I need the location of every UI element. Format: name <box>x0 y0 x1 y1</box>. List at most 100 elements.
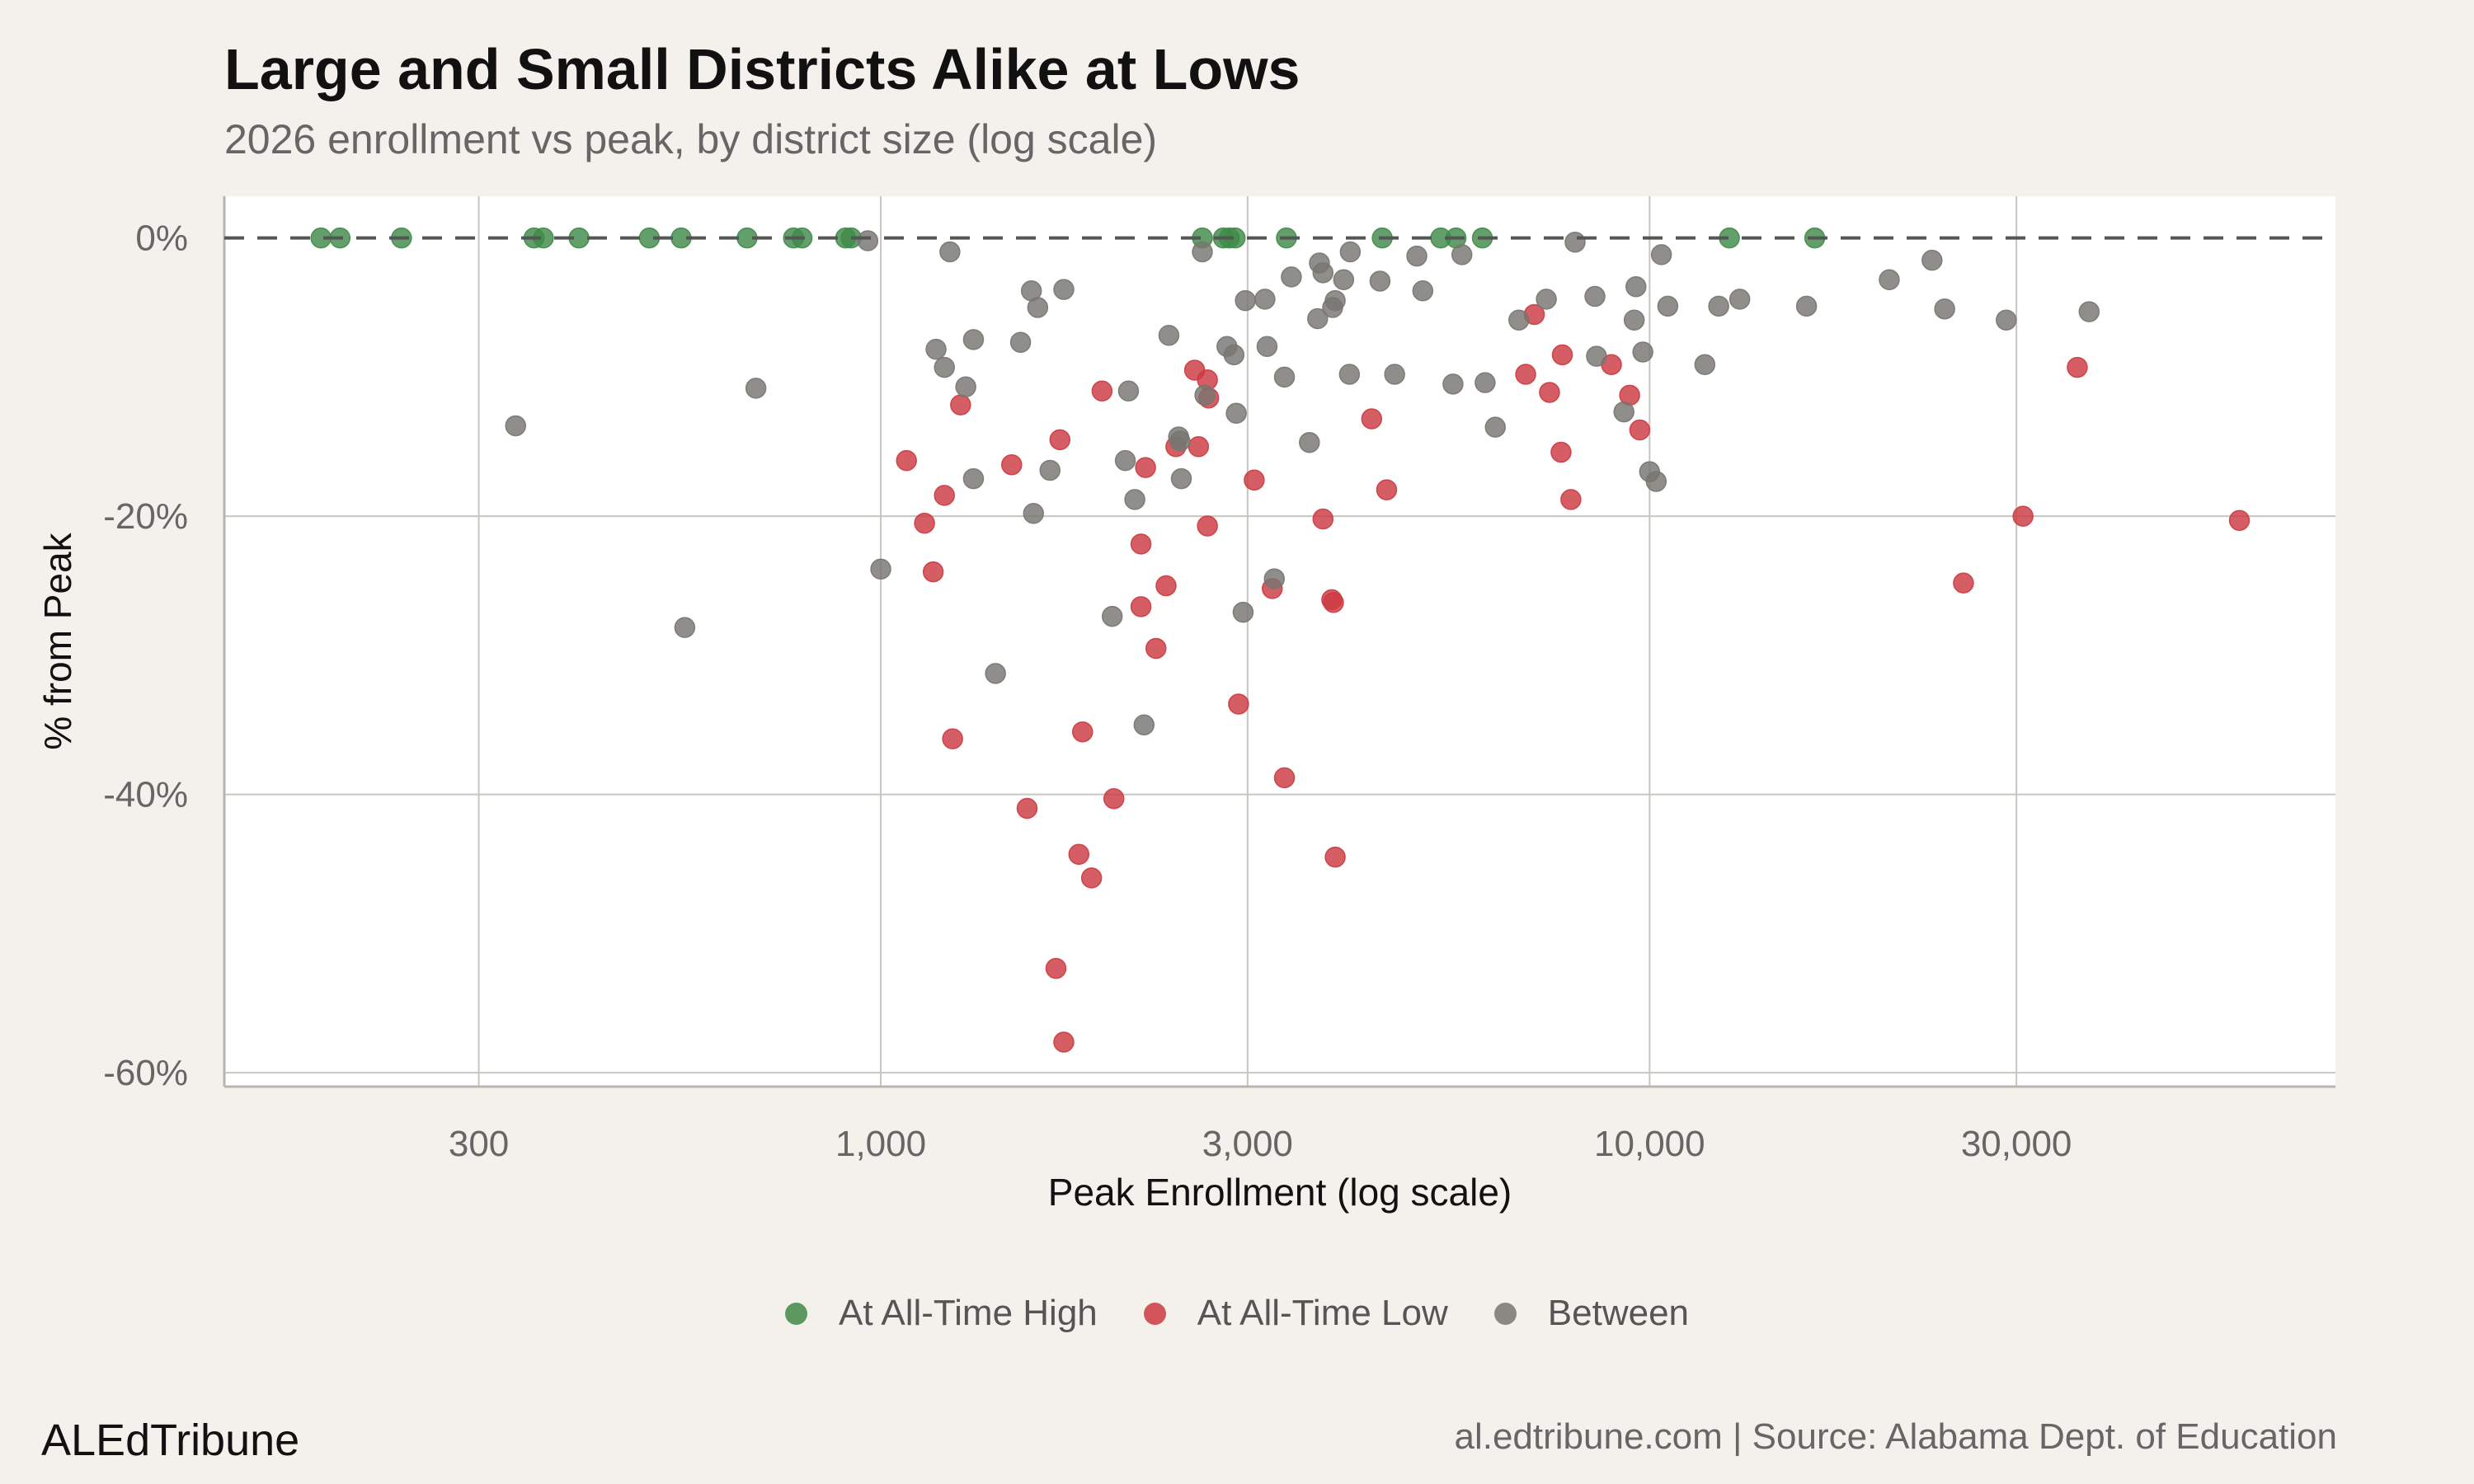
data-point <box>962 467 985 490</box>
data-point <box>1130 533 1152 555</box>
data-point <box>1124 489 1145 510</box>
data-point <box>1170 467 1192 490</box>
data-point <box>1550 441 1572 463</box>
data-point <box>1091 380 1113 402</box>
data-point <box>2012 505 2034 527</box>
data-point <box>1560 489 1582 510</box>
legend-item: Between <box>1493 1293 1690 1334</box>
x-tick-label: 30,000 <box>1961 1124 2072 1164</box>
data-point <box>1324 846 1346 868</box>
data-point <box>1515 364 1536 385</box>
data-point <box>1133 714 1155 735</box>
data-point <box>1333 269 1355 290</box>
legend-label: Between <box>1547 1293 1690 1333</box>
data-point <box>1244 469 1265 491</box>
data-point <box>950 394 971 416</box>
data-point <box>1053 279 1075 300</box>
data-point <box>1235 289 1256 312</box>
data-point <box>1263 568 1286 589</box>
data-point <box>1281 266 1302 288</box>
data-point <box>1254 289 1276 310</box>
data-point <box>1049 429 1071 451</box>
data-point <box>1645 471 1667 492</box>
data-point <box>922 561 944 583</box>
data-point <box>1053 1031 1075 1053</box>
data-point <box>1694 354 1716 375</box>
data-point <box>1045 957 1067 979</box>
y-tick-label: 0% <box>135 218 188 259</box>
data-point <box>1412 280 1434 302</box>
data-point <box>1586 345 1607 367</box>
data-point <box>1009 331 1032 353</box>
data-point <box>1451 244 1473 265</box>
plot-panel <box>224 196 2335 1087</box>
data-point <box>1273 366 1296 388</box>
data-point <box>962 329 985 350</box>
data-point <box>2067 356 2088 378</box>
legend-item: At All-Time Low <box>1143 1293 1448 1334</box>
legend-swatch <box>1143 1302 1166 1325</box>
y-tick-label: -40% <box>103 775 188 815</box>
data-point <box>1508 309 1530 331</box>
data-point <box>939 241 961 263</box>
data-point <box>955 376 976 397</box>
data-point <box>745 378 767 399</box>
data-point <box>1232 601 1254 623</box>
data-point <box>1039 459 1061 481</box>
brand-logo-text: ALEdTribune <box>41 1416 300 1465</box>
data-point <box>1475 372 1496 393</box>
data-point <box>1135 457 1156 478</box>
data-point <box>1934 298 1955 320</box>
data-point <box>2228 510 2251 531</box>
data-point <box>1324 289 1346 312</box>
data-point <box>1155 575 1177 597</box>
data-point <box>1299 431 1320 453</box>
data-point <box>1273 767 1296 789</box>
data-point <box>1312 508 1334 530</box>
data-point <box>1001 453 1023 476</box>
data-point <box>1953 572 1974 594</box>
chart-title: Large and Small Districts Alike at Lows <box>224 37 1300 101</box>
data-point <box>1632 341 1653 363</box>
data-point <box>1376 479 1398 500</box>
data-point <box>985 663 1006 684</box>
data-point <box>1312 262 1334 284</box>
data-point <box>1339 241 1362 263</box>
data-point <box>1228 693 1249 715</box>
x-axis-title: Peak Enrollment (log scale) <box>1048 1171 1512 1214</box>
data-point <box>1551 344 1573 366</box>
legend-label: At All-Time High <box>838 1293 1098 1333</box>
legend-label: At All-Time Low <box>1197 1293 1448 1333</box>
data-point <box>1256 336 1278 357</box>
data-point <box>1225 402 1247 424</box>
data-point <box>1369 270 1391 292</box>
x-tick-label: 1,000 <box>835 1124 926 1164</box>
data-point <box>925 338 947 360</box>
data-point <box>1384 364 1405 385</box>
data-point <box>1879 269 1900 290</box>
x-tick-label: 300 <box>449 1124 509 1164</box>
data-point <box>1101 605 1123 627</box>
data-point <box>1484 416 1507 438</box>
data-point <box>1539 382 1560 403</box>
data-point <box>1323 592 1344 613</box>
data-point <box>1613 401 1634 423</box>
data-point <box>1625 275 1647 298</box>
data-point <box>1657 295 1679 317</box>
data-point <box>1729 289 1751 310</box>
legend-swatch <box>784 1302 807 1325</box>
x-tick-label: 3,000 <box>1202 1124 1293 1164</box>
legend: At All-Time High At All-Time Low Between <box>0 1293 2474 1334</box>
data-point <box>1117 380 1140 402</box>
y-tick-label: -60% <box>103 1053 188 1093</box>
data-point <box>1197 515 1218 537</box>
data-point <box>1080 867 1103 889</box>
data-point <box>2078 301 2100 322</box>
y-tick-label: -20% <box>103 496 188 537</box>
data-point <box>1130 596 1152 618</box>
data-point <box>1158 325 1180 346</box>
data-point <box>1194 384 1216 406</box>
data-point <box>1442 373 1464 395</box>
data-point <box>1795 295 1818 317</box>
data-point <box>914 512 935 534</box>
